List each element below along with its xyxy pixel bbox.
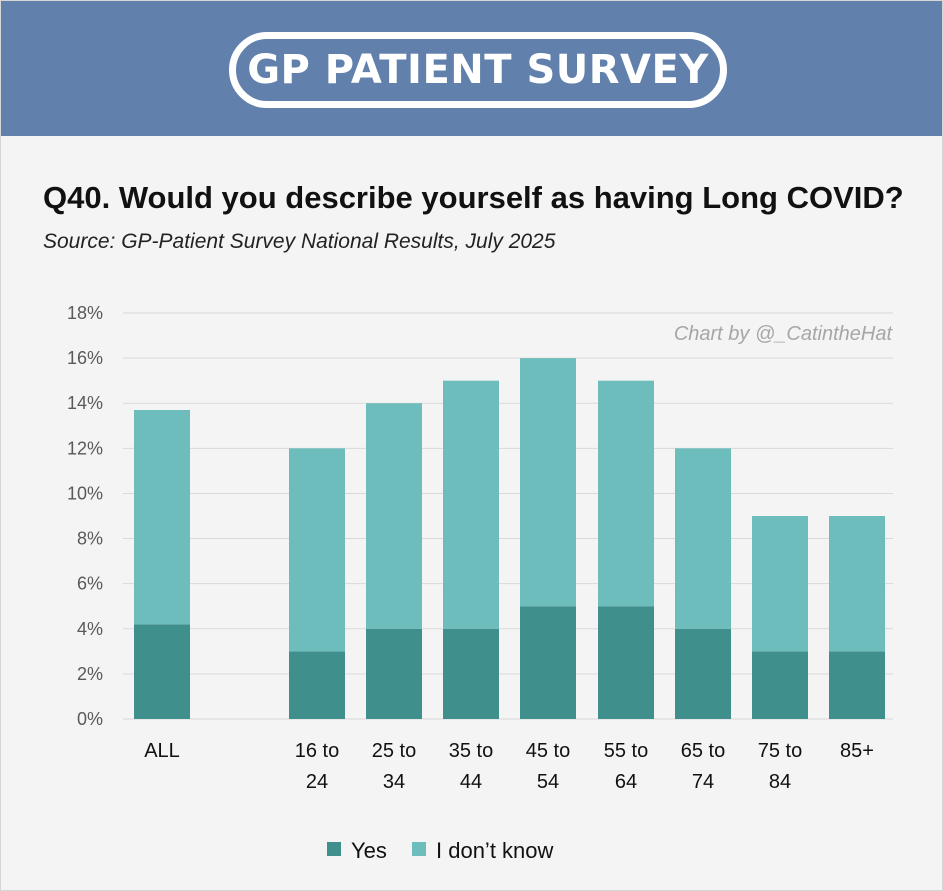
bar-yes: [134, 624, 190, 719]
x-tick-label: 74: [692, 771, 714, 793]
y-tick-label: 14%: [67, 393, 103, 413]
bar-yes: [520, 606, 576, 719]
bar-dont-know: [829, 516, 885, 652]
x-tick-label: 16 to: [295, 740, 339, 762]
bar-yes: [443, 628, 499, 719]
chart-credit: Chart by @_CatintheHat: [674, 323, 894, 345]
bar-yes: [598, 606, 654, 719]
x-tick-label: 65 to: [681, 740, 725, 762]
y-tick-label: 6%: [77, 574, 103, 594]
x-tick-label: 55 to: [604, 740, 648, 762]
x-tick-label: 45 to: [526, 740, 570, 762]
bar-yes: [752, 651, 808, 719]
x-tick-label: 34: [383, 771, 405, 793]
legend-swatch-yes: [327, 842, 341, 856]
logo-text: GP PATIENT SURVEY: [247, 47, 709, 93]
bar-dont-know: [134, 409, 190, 625]
banner: GP PATIENT SURVEY: [1, 1, 942, 136]
legend-swatch-dont-know: [412, 842, 426, 856]
x-tick-label: 85+: [840, 740, 874, 762]
y-tick-label: 18%: [67, 303, 103, 323]
bar-dont-know: [598, 380, 654, 607]
x-tick-label: ALL: [144, 740, 180, 762]
bar-yes: [675, 628, 731, 719]
x-tick-label: 24: [306, 771, 328, 793]
x-tick-label: 25 to: [372, 740, 416, 762]
y-tick-label: 2%: [77, 664, 103, 684]
bar-yes: [829, 651, 885, 719]
bar-dont-know: [289, 448, 345, 652]
x-tick-label: 54: [537, 771, 559, 793]
y-tick-label: 10%: [67, 483, 103, 503]
y-tick-label: 8%: [77, 529, 103, 549]
x-tick-label: 75 to: [758, 740, 802, 762]
x-tick-label: 84: [769, 771, 791, 793]
chart-title: Q40. Would you describe yourself as havi…: [43, 180, 904, 215]
bar-dont-know: [520, 358, 576, 607]
x-tick-label: 35 to: [449, 740, 493, 762]
bar-yes: [366, 628, 422, 719]
y-tick-label: 0%: [77, 709, 103, 729]
x-tick-label: 64: [615, 771, 637, 793]
stacked-bar-chart: 0% 2% 4% 6% 8% 10% 12% 14% 16% 18% ALL 16 to 24 25 to…: [67, 303, 894, 863]
survey-logo: GP PATIENT SURVEY: [229, 32, 727, 108]
bar-dont-know: [752, 516, 808, 652]
legend-label-yes: Yes: [351, 838, 387, 863]
y-tick-label: 4%: [77, 619, 103, 639]
y-tick-label: 16%: [67, 348, 103, 368]
x-tick-label: 44: [460, 771, 482, 793]
bar-dont-know: [675, 448, 731, 629]
bar-dont-know: [366, 403, 422, 629]
y-tick-label: 12%: [67, 438, 103, 458]
legend-label-dont-know: I don’t know: [436, 838, 554, 863]
bar-yes: [289, 651, 345, 719]
chart-subtitle: Source: GP-Patient Survey National Resul…: [43, 230, 556, 253]
bar-dont-know: [443, 380, 499, 629]
